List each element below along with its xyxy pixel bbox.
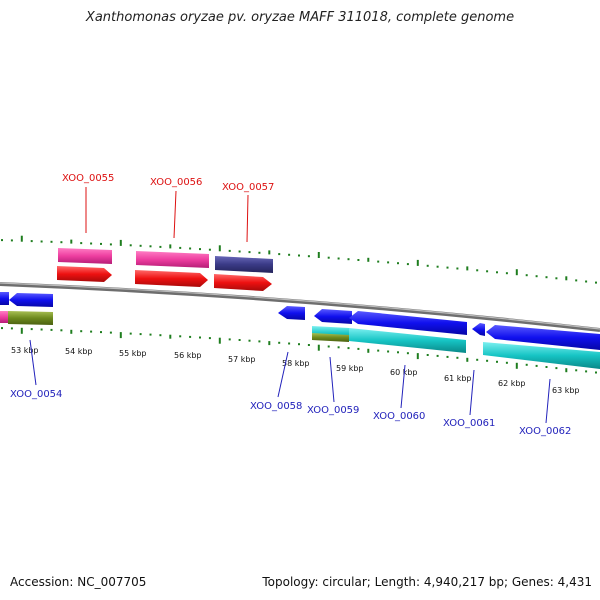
leader-xoo-0060: [400, 364, 406, 409]
kbp-scale: 53 kbp 54 kbp 55 kbp 56 kbp 57 kbp 58 kb…: [11, 346, 580, 395]
gene-xoo-0058-arrow[interactable]: [278, 306, 305, 320]
gene-xoo-0056-arrow[interactable]: [135, 270, 208, 287]
gene-xoo-0055-pink-feature[interactable]: [58, 248, 112, 264]
gene-xoo-0061-arrow[interactable]: [472, 323, 485, 336]
gene-xoo-0054-olive-feature[interactable]: [8, 311, 53, 325]
gene-label-xoo-0054[interactable]: XOO_0054: [10, 389, 62, 400]
leader-xoo-0061: [469, 369, 475, 416]
genome-stats-text: Topology: circular; Length: 4,940,217 bp…: [262, 575, 592, 589]
gene-label-xoo-0056[interactable]: XOO_0056: [150, 177, 202, 188]
kbp-label-59: 59 kbp: [336, 364, 364, 373]
gene-xoo-0057-arrow[interactable]: [214, 274, 272, 291]
leader-xoo-0054: [29, 339, 37, 386]
gene-xoo-0060-arrow[interactable]: [349, 311, 467, 335]
gene-xoo-0057-purple-feature[interactable]: [215, 256, 273, 273]
kbp-label-60: 60 kbp: [390, 368, 418, 377]
gene-xoo-0054-pink-feature[interactable]: [0, 311, 8, 323]
kbp-label-54: 54 kbp: [65, 347, 93, 356]
gene-xoo-0060-cyan-feature[interactable]: [349, 328, 466, 353]
accession-text: Accession: NC_007705: [10, 575, 147, 589]
kbp-label-61: 61 kbp: [444, 374, 472, 383]
gene-xoo-0062-arrow[interactable]: [486, 325, 600, 350]
genome-backbone: [0, 282, 600, 332]
leader-xoo-0056: [173, 190, 177, 239]
gene-label-xoo-0059[interactable]: XOO_0059: [307, 405, 359, 416]
kbp-label-58: 58 kbp: [282, 359, 310, 368]
gene-label-xoo-0060[interactable]: XOO_0060: [373, 411, 425, 422]
label-leader-lines: [29, 187, 551, 424]
gene-label-xoo-0055[interactable]: XOO_0055: [62, 173, 114, 184]
gene-xoo-0059-olive-feature[interactable]: [312, 333, 349, 342]
kbp-label-63: 63 kbp: [552, 386, 580, 395]
gene-xoo-0056-pink-feature[interactable]: [136, 251, 209, 268]
leader-xoo-0059: [329, 356, 335, 403]
gene-xoo-0062-cyan-feature[interactable]: [483, 342, 600, 369]
leader-xoo-0062: [545, 378, 551, 424]
gene-label-xoo-0062[interactable]: XOO_0062: [519, 426, 571, 437]
kbp-label-53: 53 kbp: [11, 346, 39, 355]
kbp-label-55: 55 kbp: [119, 349, 147, 358]
kbp-label-62: 62 kbp: [498, 379, 526, 388]
gene-label-xoo-0058[interactable]: XOO_0058: [250, 401, 302, 412]
lower-tick-track: [1, 327, 597, 374]
gene-xoo-0059-arrow[interactable]: [314, 309, 352, 324]
gene-label-xoo-0061[interactable]: XOO_0061: [443, 418, 495, 429]
leader-xoo-0058: [277, 351, 289, 398]
leader-xoo-0057: [246, 194, 249, 243]
gene-labels: XOO_0055 XOO_0056 XOO_0057 XOO_0054 XOO_…: [10, 173, 571, 437]
gene-xoo-0053-arrow[interactable]: [0, 292, 9, 305]
genome-backbone-highlight: [0, 282, 600, 330]
reverse-strand-genes: [0, 292, 600, 369]
kbp-label-57: 57 kbp: [228, 355, 256, 364]
genome-title: Xanthomonas oryzae pv. oryzae MAFF 31101…: [85, 10, 515, 25]
gene-xoo-0055-arrow[interactable]: [57, 266, 112, 282]
forward-strand-genes: [57, 248, 273, 291]
upper-tick-track: [1, 235, 597, 284]
kbp-label-56: 56 kbp: [174, 351, 202, 360]
gene-xoo-0054-arrow[interactable]: [9, 293, 53, 307]
gene-label-xoo-0057[interactable]: XOO_0057: [222, 182, 274, 193]
